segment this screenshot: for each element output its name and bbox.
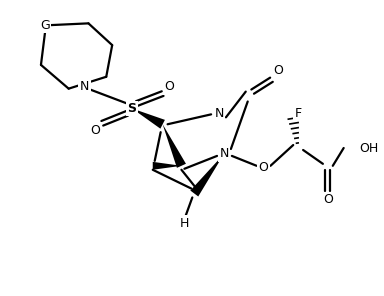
Text: N: N	[80, 80, 89, 93]
Polygon shape	[132, 108, 165, 129]
Polygon shape	[163, 124, 186, 168]
Text: H: H	[180, 217, 189, 230]
Text: O: O	[323, 193, 333, 206]
Text: OH: OH	[359, 141, 379, 155]
Text: O: O	[165, 80, 174, 93]
Text: O: O	[90, 124, 100, 137]
Text: F: F	[295, 107, 302, 120]
Polygon shape	[153, 162, 181, 170]
Text: O: O	[273, 64, 283, 77]
Text: N: N	[214, 107, 224, 120]
Text: G: G	[40, 19, 50, 32]
Text: N: N	[219, 147, 228, 160]
Text: O: O	[258, 161, 268, 174]
Text: S: S	[127, 102, 136, 115]
Polygon shape	[190, 154, 224, 197]
